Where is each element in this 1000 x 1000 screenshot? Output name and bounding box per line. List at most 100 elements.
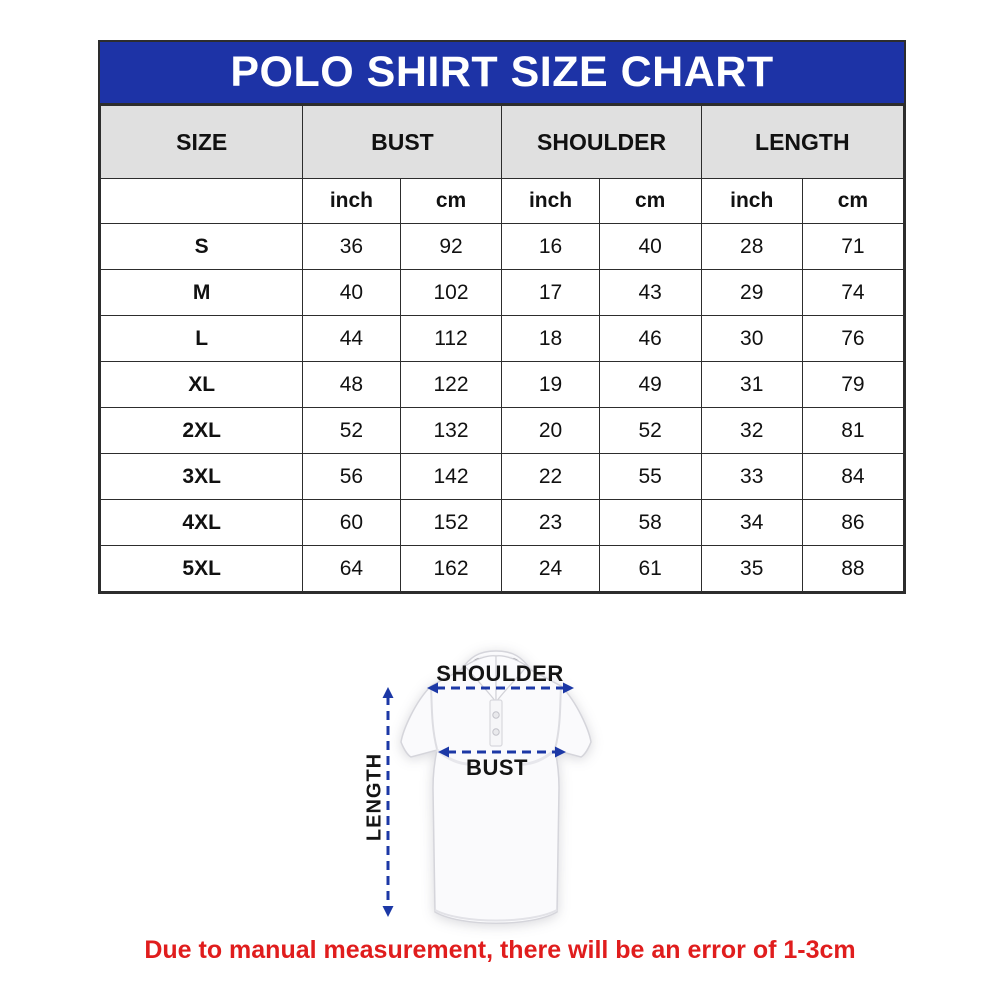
length-arrowhead-bottom — [382, 906, 394, 917]
table-row: 2XL 52 132 20 52 32 81 — [99, 407, 905, 454]
size-label-cell: 5XL — [99, 545, 304, 592]
unit-cell: inch — [501, 178, 600, 224]
table-row: M 40 102 17 43 29 74 — [99, 269, 905, 316]
measurement-cell: 61 — [598, 545, 702, 592]
collar-back — [472, 654, 520, 660]
placket — [489, 699, 503, 747]
left-sleeve-seam — [430, 686, 438, 750]
table-row: S 36 92 16 40 28 71 — [99, 223, 905, 270]
size-label-cell: M — [99, 269, 304, 316]
header-bust: BUST — [302, 105, 503, 179]
measurement-cell: 17 — [501, 269, 600, 316]
length-label: LENGTH — [363, 752, 386, 842]
shoulder-label: SHOULDER — [436, 661, 564, 686]
header-row: SIZE BUST SHOULDER LENGTH — [99, 105, 905, 179]
measurement-cell: 52 — [302, 407, 401, 454]
measurement-cell: 74 — [801, 269, 905, 316]
shoulder-arrowhead-right — [563, 682, 574, 694]
measurement-cell: 40 — [598, 223, 702, 270]
unit-row: inch cm inch cm inch cm — [99, 178, 905, 224]
measurement-cell: 31 — [700, 361, 803, 408]
measurement-cell: 28 — [700, 223, 803, 270]
size-label-cell: XL — [99, 361, 304, 408]
measurement-cell: 84 — [801, 453, 905, 500]
measurement-cell: 112 — [399, 315, 503, 362]
unit-spacer-cell — [99, 178, 304, 224]
measurement-cell: 162 — [399, 545, 503, 592]
measurement-cell: 22 — [501, 453, 600, 500]
measurement-cell: 19 — [501, 361, 600, 408]
button — [492, 728, 500, 736]
size-label-cell: S — [99, 223, 304, 270]
measurement-cell: 33 — [700, 453, 803, 500]
measurement-cell: 40 — [302, 269, 401, 316]
measurement-cell: 86 — [801, 499, 905, 546]
right-sleeve-seam — [554, 686, 562, 750]
shirt-silhouette — [400, 650, 592, 924]
size-table-body: S 36 92 16 40 28 71 M 40 102 17 43 29 74 L 44 112 18 46 30 7… — [99, 223, 905, 592]
table-row: 4XL 60 152 23 58 34 86 — [99, 499, 905, 546]
measurement-cell: 34 — [700, 499, 803, 546]
measurement-cell: 29 — [700, 269, 803, 316]
size-table: SIZE BUST SHOULDER LENGTH inch cm inch c… — [99, 105, 905, 592]
bust-arrowhead-right — [555, 746, 566, 758]
unit-cell: cm — [598, 178, 702, 224]
measurement-cell: 102 — [399, 269, 503, 316]
measurement-cell: 23 — [501, 499, 600, 546]
size-label-cell: 3XL — [99, 453, 304, 500]
size-chart: POLO SHIRT SIZE CHART SIZE BUST SHOULDER… — [98, 40, 906, 594]
table-row: XL 48 122 19 49 31 79 — [99, 361, 905, 408]
measurement-cell: 58 — [598, 499, 702, 546]
size-label-cell: 4XL — [99, 499, 304, 546]
unit-cell: cm — [399, 178, 503, 224]
size-label-cell: L — [99, 315, 304, 362]
measurement-cell: 36 — [302, 223, 401, 270]
polo-shirt-illustration — [400, 650, 592, 924]
unit-cell: cm — [801, 178, 905, 224]
collar-right-wing — [495, 655, 528, 704]
right-shade — [518, 748, 556, 766]
measurement-cell: 56 — [302, 453, 401, 500]
measurement-cell: 79 — [801, 361, 905, 408]
header-shoulder: SHOULDER — [501, 105, 702, 179]
measurement-cell: 122 — [399, 361, 503, 408]
measurement-cell: 92 — [399, 223, 503, 270]
hem-line — [434, 909, 558, 922]
measurement-cell: 52 — [598, 407, 702, 454]
measurement-cell: 76 — [801, 315, 905, 362]
table-row: L 44 112 18 46 30 76 — [99, 315, 905, 362]
measurement-cell: 44 — [302, 315, 401, 362]
measurement-cell: 71 — [801, 223, 905, 270]
measurement-arrows — [382, 682, 574, 917]
bust-arrowhead-left — [438, 746, 449, 758]
measurement-cell: 152 — [399, 499, 503, 546]
chart-title: POLO SHIRT SIZE CHART — [100, 42, 904, 105]
measurement-cell: 20 — [501, 407, 600, 454]
bust-label: BUST — [466, 755, 528, 780]
unit-cell: inch — [302, 178, 401, 224]
measurement-cell: 46 — [598, 315, 702, 362]
measurement-cell: 88 — [801, 545, 905, 592]
length-arrowhead-top — [382, 687, 394, 698]
measurement-cell: 55 — [598, 453, 702, 500]
size-label-cell: 2XL — [99, 407, 304, 454]
table-row: 3XL 56 142 22 55 33 84 — [99, 453, 905, 500]
measurement-cell: 35 — [700, 545, 803, 592]
measurement-cell: 16 — [501, 223, 600, 270]
measurement-cell: 49 — [598, 361, 702, 408]
measurement-cell: 64 — [302, 545, 401, 592]
button — [492, 711, 500, 719]
measurement-disclaimer: Due to manual measurement, there will be… — [144, 936, 856, 964]
measurement-cell: 142 — [399, 453, 503, 500]
measurement-cell: 132 — [399, 407, 503, 454]
measurement-cell: 18 — [501, 315, 600, 362]
measurement-cell: 81 — [801, 407, 905, 454]
measurement-cell: 48 — [302, 361, 401, 408]
header-size: SIZE — [99, 105, 304, 179]
unit-cell: inch — [700, 178, 803, 224]
measurement-cell: 30 — [700, 315, 803, 362]
measurement-cell: 32 — [700, 407, 803, 454]
measurement-cell: 43 — [598, 269, 702, 316]
shoulder-arrowhead-left — [427, 682, 438, 694]
measurement-diagram: SHOULDER BUST LENGTH — [335, 638, 675, 944]
